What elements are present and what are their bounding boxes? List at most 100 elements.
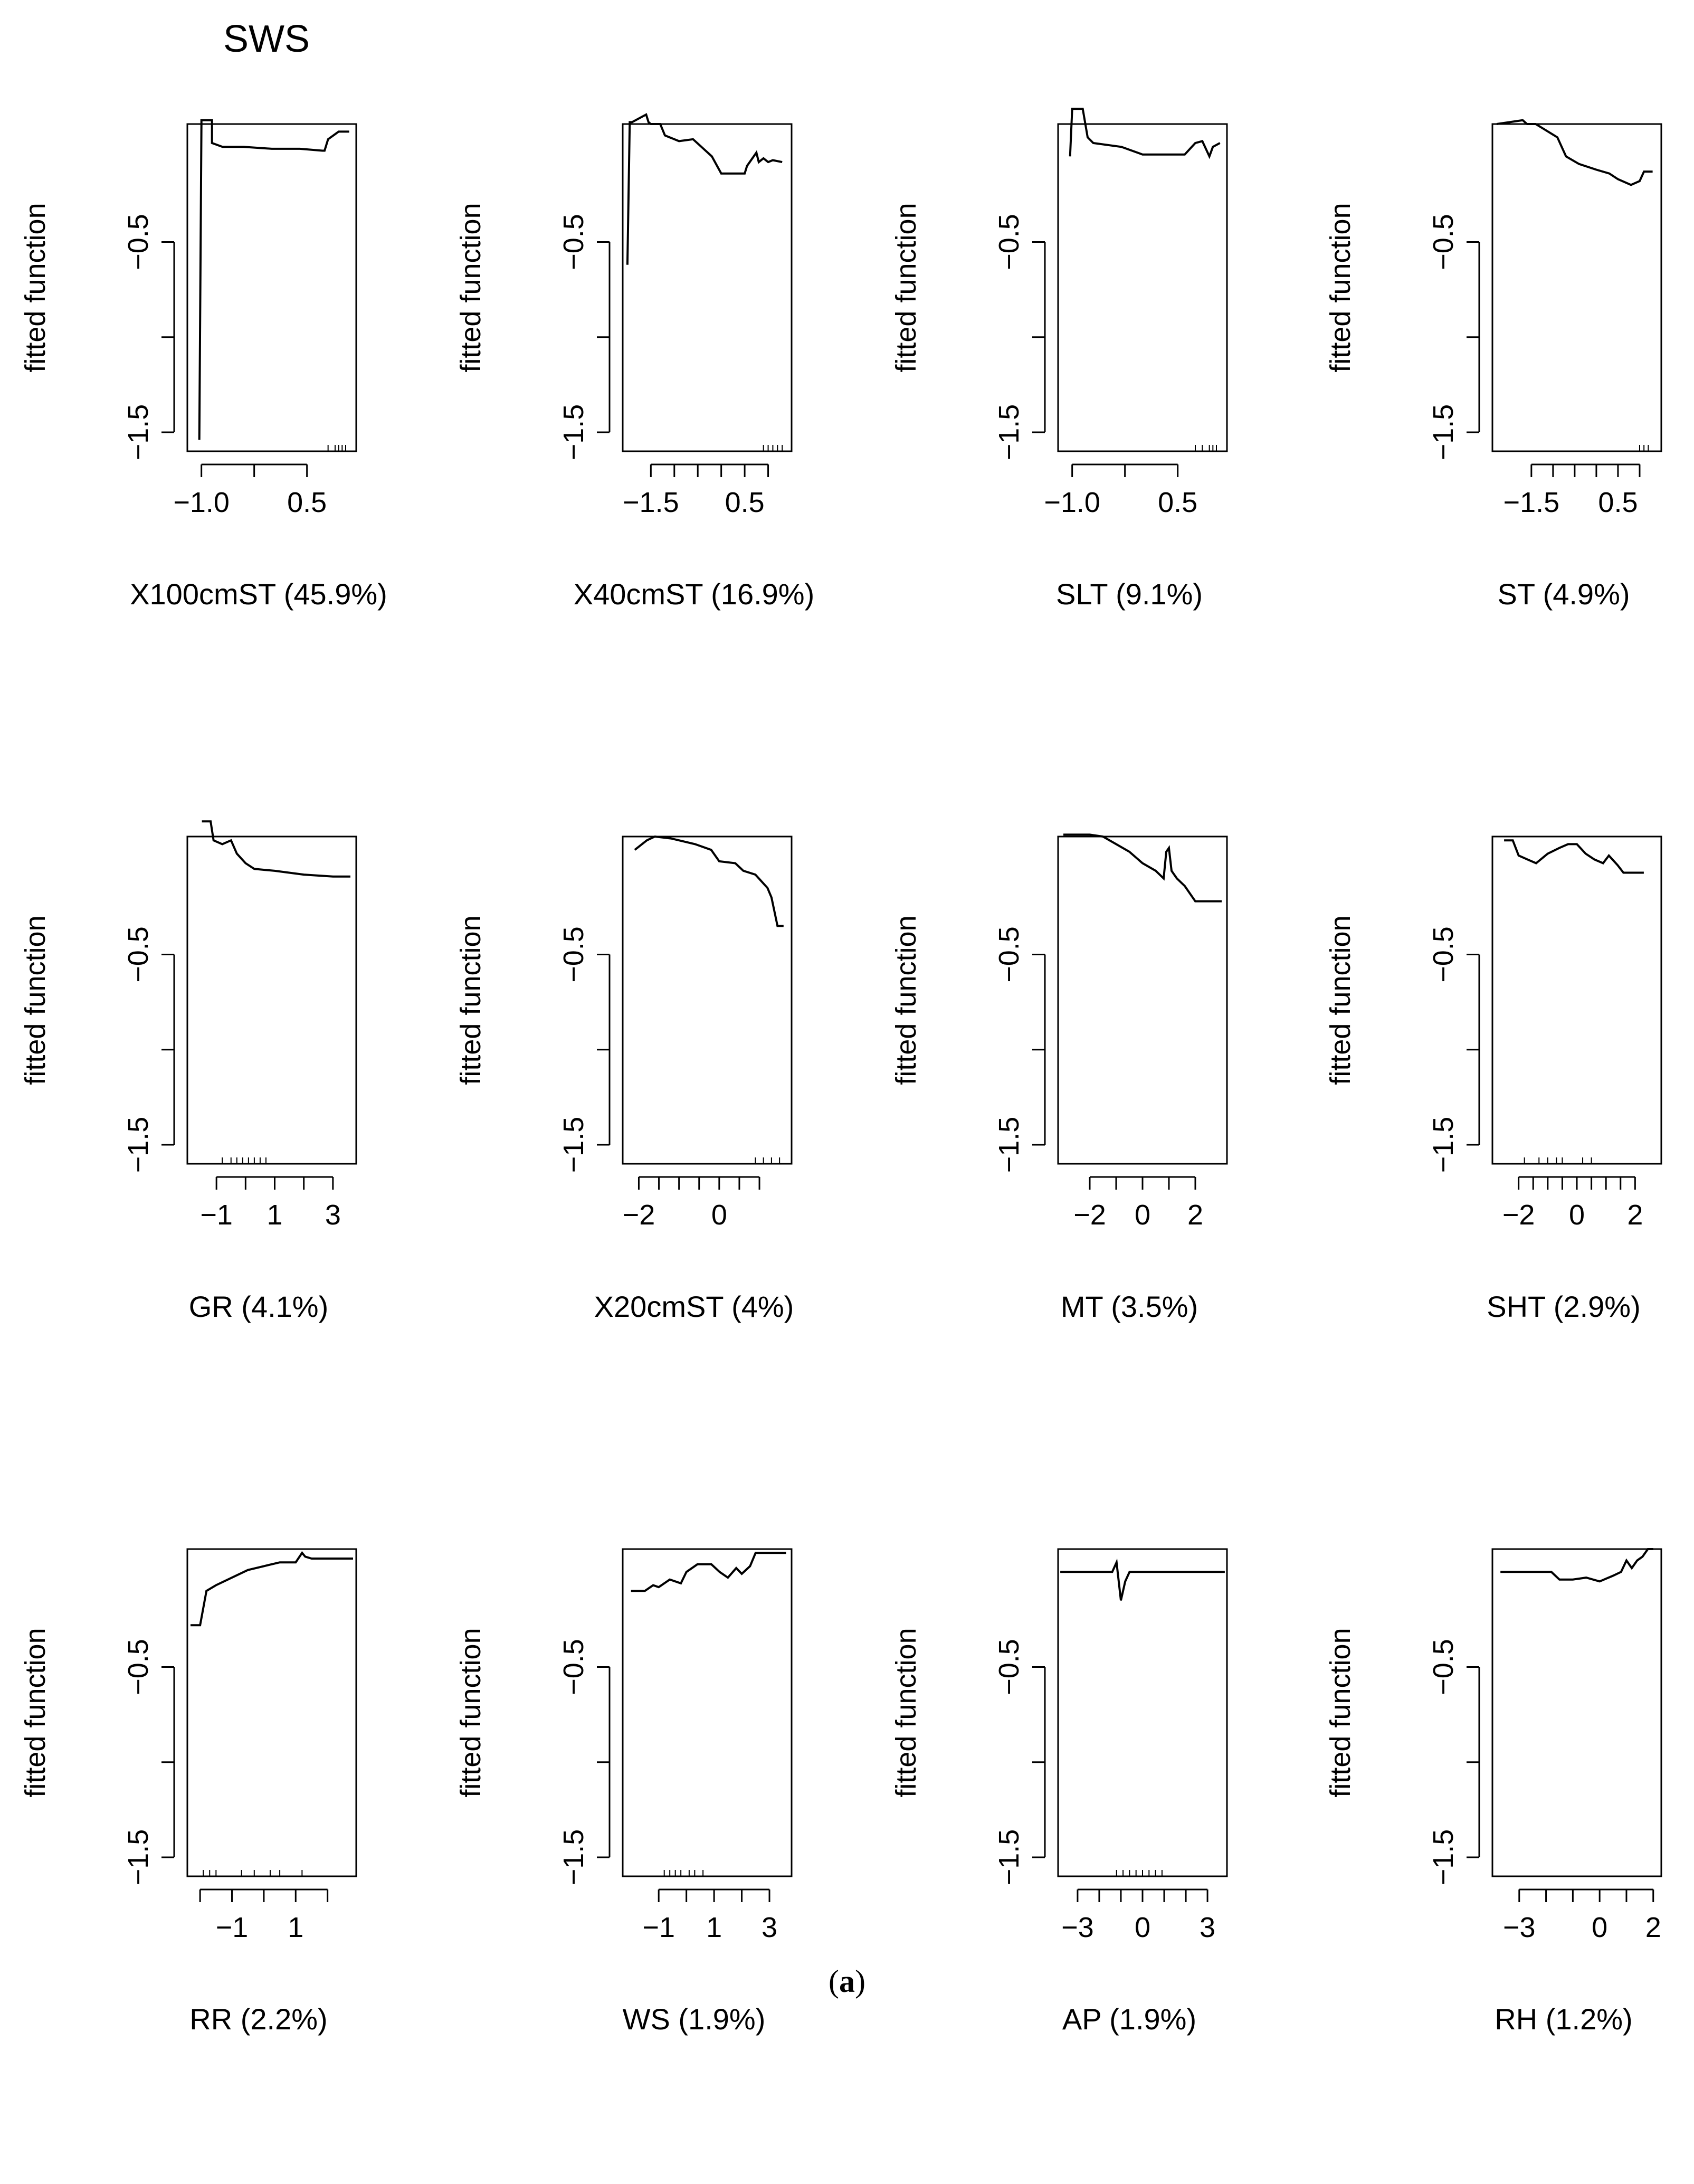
x-tick-label: 0.5 — [1158, 487, 1197, 518]
x-axis-label: RH (1.2%) — [1495, 2002, 1632, 2036]
x-tick-label: 0 — [1135, 1912, 1150, 1943]
y-tick-label: −1.5 — [993, 1829, 1025, 1886]
x-tick-label: −1 — [200, 1199, 233, 1231]
x-tick-label: 3 — [1200, 1912, 1215, 1943]
y-tick-label: −0.5 — [993, 926, 1025, 983]
fitted-curve — [191, 1551, 353, 1627]
x-tick-label: 0 — [1569, 1199, 1585, 1231]
y-tick-label: −1.5 — [558, 1829, 589, 1886]
y-axis-label: fitted function — [890, 1628, 922, 1797]
panel-9: −1.5 −0.5 fitted function −1 1 RR (2.2%) — [20, 1548, 357, 2036]
y-tick-label: −0.5 — [993, 214, 1025, 270]
x-tick-label: 2 — [1645, 1912, 1661, 1943]
y-tick-label: −1.5 — [122, 404, 154, 461]
caption-letter: a — [839, 1964, 855, 1999]
y-axis-label: fitted function — [20, 1628, 51, 1797]
caption-open-paren: ( — [829, 1964, 839, 1999]
panel-12: −1.5 −0.5 fitted function −3 0 2 RH (1.2%) — [1325, 1548, 1662, 2036]
plot-frame — [622, 835, 793, 1165]
x-tick-label: 0.5 — [287, 487, 327, 518]
y-tick-label: −1.5 — [558, 1117, 589, 1173]
x-axis-label: GR (4.1%) — [189, 1290, 329, 1323]
y-tick-label: −0.5 — [1427, 1639, 1459, 1695]
plot-frame — [1491, 835, 1662, 1165]
fitted-curve — [626, 113, 783, 265]
x-tick-label: 2 — [1187, 1199, 1203, 1231]
y-tick-label: −0.5 — [122, 1639, 154, 1695]
x-tick-label: 0.5 — [725, 487, 765, 518]
y-tick-label: −0.5 — [558, 214, 589, 270]
y-tick-label: −0.5 — [558, 1639, 589, 1695]
x-tick-label: 1 — [288, 1912, 303, 1943]
panel-5: −1.5 −0.5 fitted function −1 1 3 GR (4.1%) — [20, 820, 357, 1323]
plot-frame — [1491, 123, 1662, 452]
y-tick-label: −1.5 — [1427, 1829, 1459, 1886]
panel-1: −1.5 −0.5 fitted function −1.0 0.5 X100cmST (… — [20, 119, 387, 611]
y-axis-label: fitted function — [20, 915, 51, 1085]
panel-11: −1.5 −0.5 fitted function −3 0 3 AP (1.9%) — [890, 1548, 1228, 2036]
fitted-curve — [1500, 1548, 1653, 1583]
panel-10: −1.5 −0.5 fitted function −1 1 3 WS (1.9%) — [455, 1548, 793, 2036]
plot-frame — [186, 1548, 357, 1877]
x-tick-label: 0 — [1592, 1912, 1607, 1943]
y-tick-label: −0.5 — [122, 214, 154, 270]
plot-frame — [186, 123, 357, 452]
x-tick-label: −1.5 — [623, 487, 679, 518]
x-tick-label: −2 — [1073, 1199, 1106, 1231]
fitted-curve — [1069, 108, 1221, 159]
y-tick-label: −1.5 — [993, 404, 1025, 461]
x-tick-label: −3 — [1061, 1912, 1094, 1943]
plot-frame — [1491, 1548, 1662, 1877]
x-tick-label: 1 — [267, 1199, 282, 1231]
x-tick-label: 0.5 — [1598, 487, 1638, 518]
x-tick-label: 2 — [1627, 1199, 1643, 1231]
x-axis-label: RR (2.2%) — [189, 2002, 327, 2036]
x-axis-label: MT (3.5%) — [1061, 1290, 1198, 1323]
figure-title: SWS — [223, 18, 310, 60]
fitted-curve — [202, 820, 350, 878]
panel-2: −1.5 −0.5 fitted function −1.5 0.5 X40cmST (1… — [455, 113, 814, 611]
fitted-curve — [1504, 839, 1644, 874]
y-tick-label: −1.5 — [558, 404, 589, 461]
fitted-curve — [1496, 119, 1653, 186]
x-axis-label: SHT (2.9%) — [1487, 1290, 1640, 1323]
x-axis-label: X40cmST (16.9%) — [574, 577, 814, 611]
x-axis-label: AP (1.9%) — [1062, 2002, 1196, 2036]
panel-3: −1.5 −0.5 fitted function −1.0 0.5 SLT (9.1%) — [890, 108, 1228, 611]
x-tick-label: −1.0 — [1044, 487, 1100, 518]
y-axis-label: fitted function — [455, 1628, 487, 1797]
y-axis-label: fitted function — [1325, 203, 1356, 372]
y-axis-label: fitted function — [1325, 1628, 1356, 1797]
y-tick-label: −1.5 — [993, 1117, 1025, 1173]
panel-4: −1.5 −0.5 fitted function −1.5 0.5 ST (4.9%) — [1325, 119, 1662, 611]
y-axis-label: fitted function — [20, 203, 51, 372]
x-tick-label: −1.5 — [1503, 487, 1560, 518]
y-axis-label: fitted function — [890, 915, 922, 1085]
y-tick-label: −0.5 — [1427, 214, 1459, 270]
x-axis-label: ST (4.9%) — [1497, 577, 1630, 611]
y-tick-label: −1.5 — [1427, 404, 1459, 461]
panel-7: −1.5 −0.5 fitted function −2 0 2 MT (3.5%) — [890, 833, 1228, 1323]
caption-close-paren: ) — [855, 1964, 865, 1999]
x-tick-label: −2 — [623, 1199, 655, 1231]
plot-frame — [1057, 1548, 1228, 1877]
x-tick-label: −2 — [1502, 1199, 1535, 1231]
x-tick-label: 3 — [762, 1912, 777, 1943]
plot-frame — [1057, 835, 1228, 1165]
plot-frame — [622, 1548, 793, 1877]
fitted-curve — [198, 119, 349, 440]
x-tick-label: 3 — [325, 1199, 341, 1231]
x-axis-label: X20cmST (4%) — [594, 1290, 794, 1323]
y-axis-label: fitted function — [455, 203, 487, 372]
fitted-curve — [1063, 833, 1222, 903]
panels-group: −1.5 −0.5 fitted function −1.0 0.5 X100cmST (… — [20, 108, 1662, 2036]
x-tick-label: −3 — [1503, 1912, 1536, 1943]
y-tick-label: −0.5 — [558, 926, 589, 983]
x-tick-label: −1 — [642, 1912, 675, 1943]
figure-caption: (a) — [0, 1963, 1694, 2000]
y-axis-label: fitted function — [890, 203, 922, 372]
plot-frame — [186, 835, 357, 1165]
x-tick-label: 1 — [706, 1912, 722, 1943]
panel-8: −1.5 −0.5 fitted function −2 0 2 SHT (2.9%) — [1325, 835, 1662, 1323]
